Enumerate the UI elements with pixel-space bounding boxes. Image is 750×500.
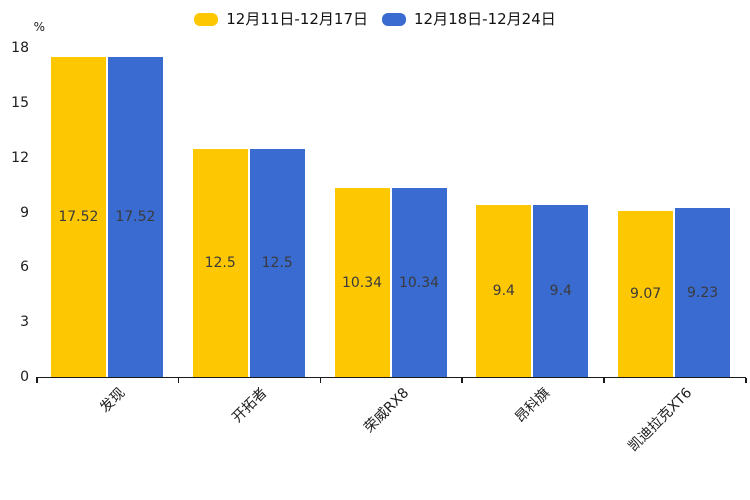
legend-item: 12月18日-12月24日 (382, 8, 556, 30)
chart-legend: 12月11日-12月17日 12月18日-12月24日 (0, 8, 750, 30)
bar-week1 (334, 188, 390, 377)
x-category-label: 昂科旗 (512, 385, 554, 427)
bar-week1 (476, 205, 532, 377)
bar-week2 (533, 205, 589, 377)
y-tick-label: 9 (20, 204, 29, 221)
bar-week1 (50, 56, 106, 377)
x-category-label: 发现 (97, 385, 129, 417)
bar-value-label: 9.23 (687, 284, 719, 301)
y-tick-label: 3 (20, 314, 29, 331)
bar-value-label: 10.34 (341, 274, 383, 291)
x-axis-tick (745, 378, 747, 383)
bar-week2 (107, 56, 163, 377)
x-category-label: 开拓者 (228, 385, 271, 427)
x-axis-tick (36, 378, 38, 383)
legend-swatch-icon (194, 12, 219, 26)
bar-value-label: 9.07 (630, 286, 662, 303)
x-axis-tick (319, 378, 322, 383)
x-axis-line (36, 377, 746, 378)
y-tick-label: 18 (11, 40, 29, 56)
bar-value-label: 12.5 (261, 254, 293, 271)
y-axis-unit-label: % (33, 20, 45, 34)
legend-label: 12月11日-12月17日 (226, 10, 368, 28)
y-tick-label: 0 (20, 369, 29, 385)
legend-swatch-icon (382, 12, 406, 26)
bar-value-label: 9.4 (549, 283, 572, 300)
bar-value-label: 17.52 (58, 208, 99, 225)
x-category-label: 荣威RX8 (360, 385, 412, 437)
x-axis-tick (461, 378, 463, 383)
bar-week2 (249, 148, 305, 377)
bar-value-label: 12.5 (204, 254, 236, 271)
bar-week1 (618, 211, 674, 377)
x-category-label: 凯迪拉克XT6 (625, 385, 696, 455)
bar-value-label: 9.4 (492, 283, 515, 300)
bar-week1 (192, 148, 248, 377)
x-axis-tick (603, 378, 605, 383)
bar-value-label: 10.34 (398, 274, 440, 291)
y-tick-label: 12 (11, 149, 29, 166)
bar-value-label: 17.52 (115, 208, 156, 225)
y-tick-label: 15 (11, 94, 29, 111)
x-axis-tick (177, 378, 180, 383)
bar-week2 (391, 188, 447, 377)
y-tick-label: 6 (20, 259, 29, 276)
legend-label: 12月18日-12月24日 (414, 10, 556, 28)
bar-week2 (675, 208, 731, 377)
legend-item: 12月11日-12月17日 (194, 8, 368, 30)
